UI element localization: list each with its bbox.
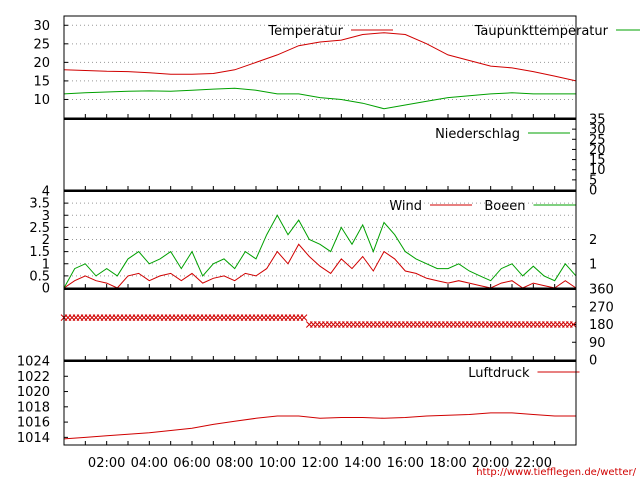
direction-marker: [569, 321, 577, 328]
y-tick-label-right: 20: [589, 143, 606, 158]
y-tick-label: 10: [33, 93, 50, 108]
y-tick-label: 0: [42, 282, 50, 297]
x-tick-label: 12:00: [301, 456, 338, 471]
panel-temperature: 10 15 20 25 30 Temperatur Taupunkttemperatur: [33, 15, 640, 119]
y-tick-label: 1022: [17, 370, 50, 385]
y-tick-label: 1.5: [29, 245, 50, 260]
x-tick-label: 18:00: [429, 456, 466, 471]
y-tick-label-right: 90: [589, 336, 606, 351]
y-tick-label: 15: [33, 74, 50, 89]
y-tick-label-right: 180: [589, 318, 614, 333]
y-tick-label: 0.5: [29, 269, 50, 284]
y-tick-label: 2.5: [29, 221, 50, 236]
direction-marker: [300, 314, 308, 321]
y-tick-label: 1: [42, 257, 50, 272]
series-line-luftdruck: [63, 412, 576, 440]
x-tick-label: 02:00: [88, 456, 125, 471]
series-line-taupunkttemperatur: [63, 87, 576, 110]
x-tick-label: 06:00: [173, 456, 210, 471]
legend-label: Niederschlag: [435, 127, 520, 142]
y-tick-label: 3: [42, 209, 50, 224]
panel-frame: [63, 288, 577, 361]
y-tick-label-right: 5: [589, 173, 597, 188]
y-tick-label: 1024: [17, 355, 50, 370]
y-tick-label: 1020: [17, 385, 50, 400]
x-tick-label: 20:00: [472, 456, 509, 471]
legend-label: Temperatur: [267, 24, 343, 39]
y-tick-label-right: 1: [589, 257, 597, 272]
y-tick-label-right: 0: [589, 184, 597, 199]
x-tick-label: 08:00: [216, 456, 253, 471]
panel-wind_direction: 0 90 180 270 360: [60, 283, 614, 369]
legend-label: Wind: [389, 199, 422, 214]
series-line-wind: [63, 243, 577, 289]
y-tick-label: 20: [33, 56, 50, 71]
legend-label: Boeen: [484, 199, 525, 214]
y-tick-label-right: 2: [589, 233, 597, 248]
x-tick-label: 04:00: [131, 456, 168, 471]
y-tick-label-right: 15: [589, 153, 606, 168]
y-tick-label: 3.5: [29, 197, 50, 212]
y-tick-label: 1014: [17, 431, 50, 446]
x-tick-label: 14:00: [344, 456, 381, 471]
y-tick-label-right: 35: [589, 113, 606, 128]
y-tick-label-right: 270: [589, 300, 614, 315]
y-tick-label: 30: [33, 19, 50, 34]
x-tick-label: 16:00: [387, 456, 424, 471]
y-tick-label-right: 25: [589, 133, 606, 148]
y-tick-label-right: 360: [589, 283, 614, 298]
series-line-boeen: [63, 214, 577, 289]
y-tick-label: 1016: [17, 416, 50, 431]
legend-label: Luftdruck: [468, 366, 530, 381]
x-tick-label: 10:00: [259, 456, 296, 471]
series-markers: [60, 314, 577, 328]
y-tick-label: 2: [42, 233, 50, 248]
series-line-temperatur: [63, 32, 577, 82]
source-url[interactable]: http://www.tiefflegen.de/wetter/: [476, 467, 636, 478]
y-tick-label-right: 30: [589, 123, 606, 138]
legend-label: Taupunkttemperatur: [474, 24, 609, 39]
y-tick-label-right: 10: [589, 163, 606, 178]
x-tick-label: 22:00: [515, 456, 552, 471]
y-tick-label: 1018: [17, 400, 50, 415]
y-tick-label-right: 0: [589, 354, 597, 369]
y-tick-label: 25: [33, 37, 50, 52]
y-tick-label: 4: [42, 185, 50, 200]
x-axis: 02:00 04:00 06:00 08:00 10:00 12:00 14:00 16:00…: [88, 456, 552, 471]
